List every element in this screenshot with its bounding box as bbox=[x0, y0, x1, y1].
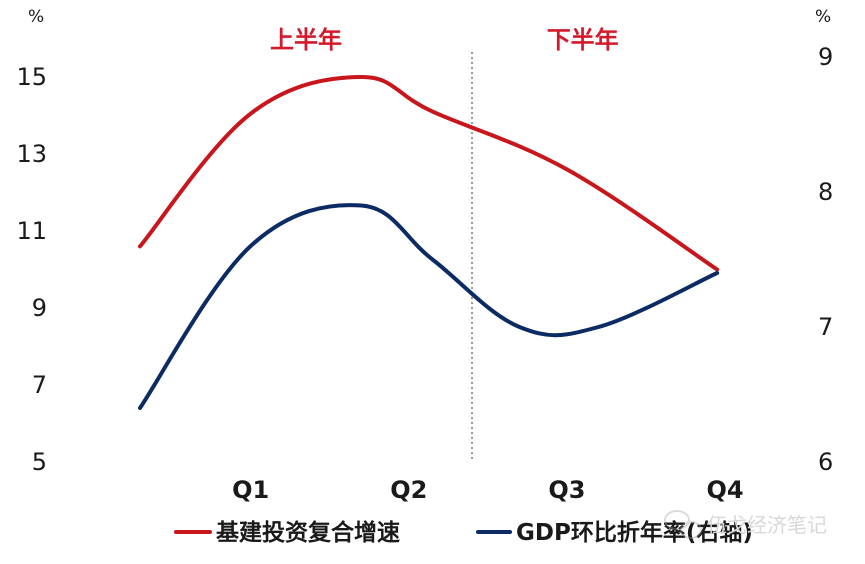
y-left-tick-label: 7 bbox=[32, 371, 47, 399]
series-line-infrastructure bbox=[138, 74, 720, 272]
legend-label: 基建投资复合增速 bbox=[216, 519, 400, 546]
y-left-unit: % bbox=[28, 7, 44, 27]
legend-label: GDP环比折年率(右轴) bbox=[516, 519, 753, 546]
x-tick-label: Q2 bbox=[390, 476, 427, 504]
y-right-tick-label: 9 bbox=[818, 43, 833, 71]
watermark-text: 伍戈经济笔记 bbox=[707, 513, 827, 537]
y-left-tick-label: 13 bbox=[16, 140, 47, 168]
x-tick-label: Q3 bbox=[548, 476, 585, 504]
y-left-tick-label: 5 bbox=[32, 448, 47, 476]
x-tick-label: Q4 bbox=[706, 476, 743, 504]
y-left-tick-label: 11 bbox=[16, 217, 47, 245]
wechat-icon bbox=[664, 510, 702, 539]
half-year-label: 下半年 bbox=[547, 26, 619, 54]
y-right-tick-label: 7 bbox=[818, 313, 833, 341]
y-left-tick-label: 9 bbox=[32, 294, 47, 322]
y-right-tick-label: 8 bbox=[818, 178, 833, 206]
half-year-label: 上半年 bbox=[270, 26, 342, 54]
y-left-tick-label: 15 bbox=[16, 63, 47, 91]
y-right-unit: % bbox=[815, 7, 831, 27]
x-tick-label: Q1 bbox=[232, 476, 269, 504]
y-right-tick-label: 6 bbox=[818, 448, 833, 476]
series-line-gdp bbox=[138, 203, 720, 410]
